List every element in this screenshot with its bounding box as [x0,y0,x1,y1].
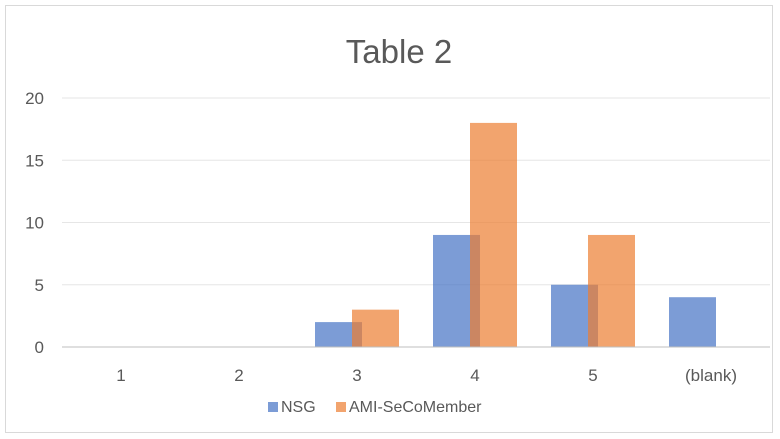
chart-area [5,5,773,433]
y-tick-label: 10 [25,214,44,233]
legend-swatch [336,402,346,412]
x-tick-label: 3 [352,366,361,385]
legend-label: NSG [281,399,316,416]
legend-swatch [268,402,278,412]
y-tick-label: 0 [35,338,44,357]
x-tick-label: 1 [116,366,125,385]
y-axis-ticks: 0 5 10 15 20 [25,89,44,357]
y-tick-label: 15 [25,151,44,170]
y-tick-label: 5 [35,276,44,295]
x-tick-label: 4 [470,366,479,385]
bars [315,122,716,348]
bar-ami-secomember-5 [588,234,635,347]
legend-label: AMI-SeCoMember [349,399,482,416]
x-tick-label: 5 [588,366,597,385]
legend: NSG AMI-SeCoMember [268,399,482,416]
x-tick-label: 2 [234,366,243,385]
bar-ami-secomember-4 [470,122,517,348]
chart-title: Table 2 [346,33,452,70]
gridlines [62,97,770,286]
bar-ami-secomember-3 [352,309,399,347]
y-tick-label: 20 [25,89,44,108]
x-tick-label: (blank) [685,366,737,385]
x-axis-ticks: 1 2 3 4 5 (blank) [116,366,737,385]
bar-nsg-blank [669,297,716,347]
